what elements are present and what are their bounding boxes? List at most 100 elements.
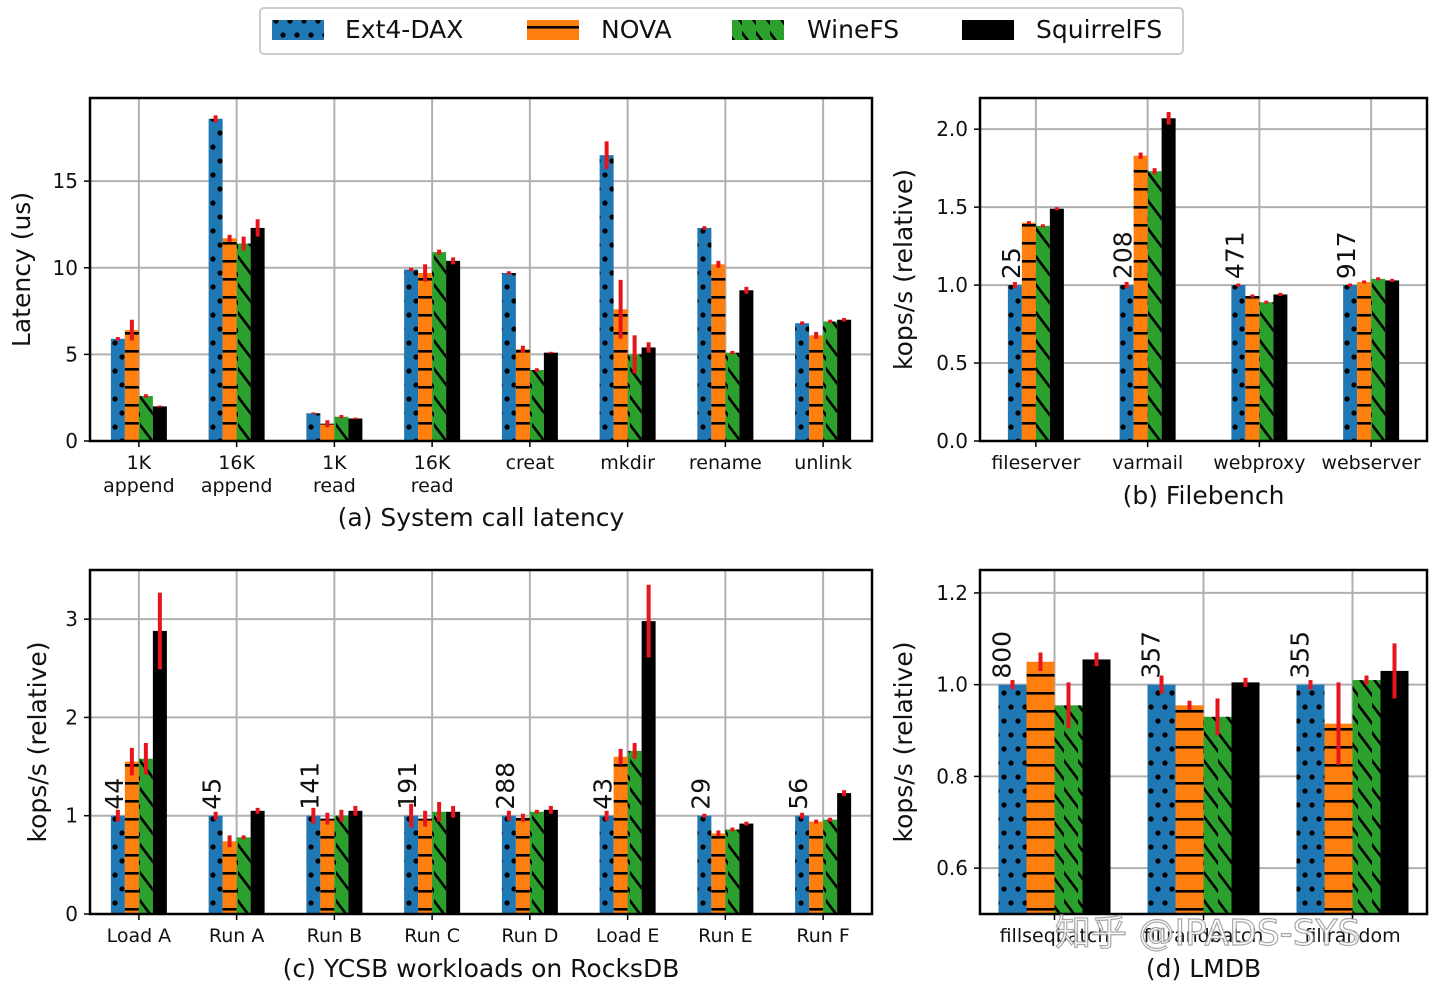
bar-nova [1026, 661, 1055, 914]
bar-ext4-dax [208, 815, 223, 914]
bar-squirrelfs [152, 630, 167, 914]
bar-ext4-dax [1119, 285, 1134, 441]
x-tick-label: append [201, 475, 273, 497]
y-tick-label: 1.5 [936, 195, 968, 219]
bar-value-label: 56 [784, 778, 813, 810]
bar-squirrelfs [446, 811, 461, 914]
bar-squirrelfs [837, 793, 852, 914]
bar-nova [711, 833, 726, 914]
bar-winefs [529, 811, 544, 914]
y-tick-label: 1.0 [936, 273, 968, 297]
bar-nova [515, 349, 530, 441]
legend-item-nova: NOVA [527, 15, 672, 44]
legend-item-ext4-dax: Ext4-DAX [272, 15, 463, 44]
bar-winefs [627, 750, 642, 914]
y-axis-label: kops/s (relative) [889, 642, 918, 843]
bar-squirrelfs [1385, 280, 1400, 441]
bar-ext4-dax [501, 272, 516, 441]
bar-ext4-dax [599, 155, 614, 441]
x-tick-label: 1K [322, 452, 347, 474]
y-tick-label: 1.2 [936, 581, 968, 605]
panel-caption: (a) System call latency [338, 503, 625, 532]
x-tick-label: unlink [794, 452, 852, 474]
bar-value-label: 44 [100, 778, 129, 810]
bar-nova [320, 423, 335, 441]
y-tick-label: 0.8 [936, 764, 968, 788]
y-tick-label: 2 [65, 705, 78, 729]
y-tick-label: 15 [53, 169, 78, 193]
bar-ext4-dax [1007, 285, 1022, 441]
bar-squirrelfs [250, 227, 265, 441]
x-tick-label: creat [506, 452, 555, 474]
bar-squirrelfs [641, 621, 656, 914]
bar-squirrelfs [1231, 682, 1260, 914]
bar-value-label: 208 [1109, 231, 1138, 279]
bar-value-label: 43 [589, 778, 618, 810]
x-tick-label: Load E [596, 925, 660, 947]
bar-ext4-dax [697, 815, 712, 914]
bar-value-label: 29 [686, 778, 715, 810]
x-tick-label: varmail [1112, 452, 1183, 474]
bar-winefs [725, 829, 740, 914]
legend-label-nova: NOVA [601, 15, 672, 44]
x-tick-label: 16K [218, 452, 255, 474]
bar-ext4-dax [404, 815, 419, 914]
bar-ext4-dax [1343, 285, 1358, 441]
x-tick-label: append [103, 475, 175, 497]
x-tick-label: fillseqbatch [1000, 925, 1110, 947]
bar-nova [124, 330, 139, 441]
bar-ext4-dax [404, 269, 419, 441]
bar-winefs [1054, 705, 1083, 914]
y-tick-label: 0 [65, 902, 78, 926]
panel-lmdb: 800 357 355 0.6 0.8 1.0 1.2 fillseqbatch fillran… [889, 568, 1429, 983]
bar-nova [1357, 281, 1372, 441]
bar-value-label: 471 [1220, 231, 1249, 279]
bar-ext4-dax [306, 413, 321, 441]
bar-squirrelfs [348, 810, 363, 914]
panel-caption: (c) YCSB workloads on RocksDB [283, 954, 680, 983]
bar-value-label: 355 [1286, 631, 1315, 679]
x-tick-label: Run F [796, 925, 849, 947]
bar-value-label: 141 [295, 762, 324, 810]
bar-squirrelfs [739, 290, 754, 441]
bar-value-label: 45 [198, 778, 227, 810]
bar-squirrelfs [543, 809, 558, 914]
bar-winefs [334, 815, 349, 914]
bar-ext4-dax [1296, 684, 1325, 914]
x-tick-label: Run A [209, 925, 264, 947]
x-tick-label: read [313, 475, 356, 497]
bar-nova [418, 272, 433, 441]
bar-winefs [529, 369, 544, 441]
watermark: 知乎 @IPADS-SYS [1055, 913, 1360, 954]
y-tick-label: 1.0 [936, 673, 968, 697]
bar-value-label: 800 [988, 631, 1017, 679]
y-tick-label: 5 [65, 342, 78, 366]
panel-filebench: 25 208 471 917 0.0 0.5 1.0 1.5 2.0 fileserver varm… [889, 96, 1429, 510]
legend-item-winefs: WineFS [732, 15, 899, 44]
bar-ext4-dax [208, 118, 223, 442]
bar-value-label: 357 [1137, 631, 1166, 679]
bar-squirrelfs [250, 810, 265, 914]
bar-ext4-dax [110, 338, 125, 441]
bar-winefs [1035, 225, 1050, 441]
bar-value-label: 288 [491, 762, 520, 810]
bar-nova [1245, 296, 1260, 441]
bar-winefs [1147, 171, 1162, 441]
x-tick-label: 16K [414, 452, 451, 474]
panel-ycsb-rocksdb: 44 45 141 191 288 43 29 56 0 1 2 3 Load A Run A Run B R… [23, 568, 874, 983]
bar-nova [711, 264, 726, 441]
x-tick-label: Run B [307, 925, 363, 947]
x-tick-label: Run E [698, 925, 752, 947]
bar-ext4-dax [1147, 684, 1176, 914]
bar-nova [613, 309, 628, 441]
bar-ext4-dax [1231, 285, 1246, 441]
bar-winefs [823, 321, 838, 441]
bar-squirrelfs [1161, 118, 1176, 441]
y-axis-label: kops/s (relative) [889, 169, 918, 370]
legend-swatch-squirrelfs [962, 20, 1014, 40]
legend-swatch-ext4-dax [272, 20, 324, 40]
bar-winefs [1203, 716, 1232, 914]
bar-winefs [725, 352, 740, 441]
legend-label-winefs: WineFS [807, 15, 899, 44]
